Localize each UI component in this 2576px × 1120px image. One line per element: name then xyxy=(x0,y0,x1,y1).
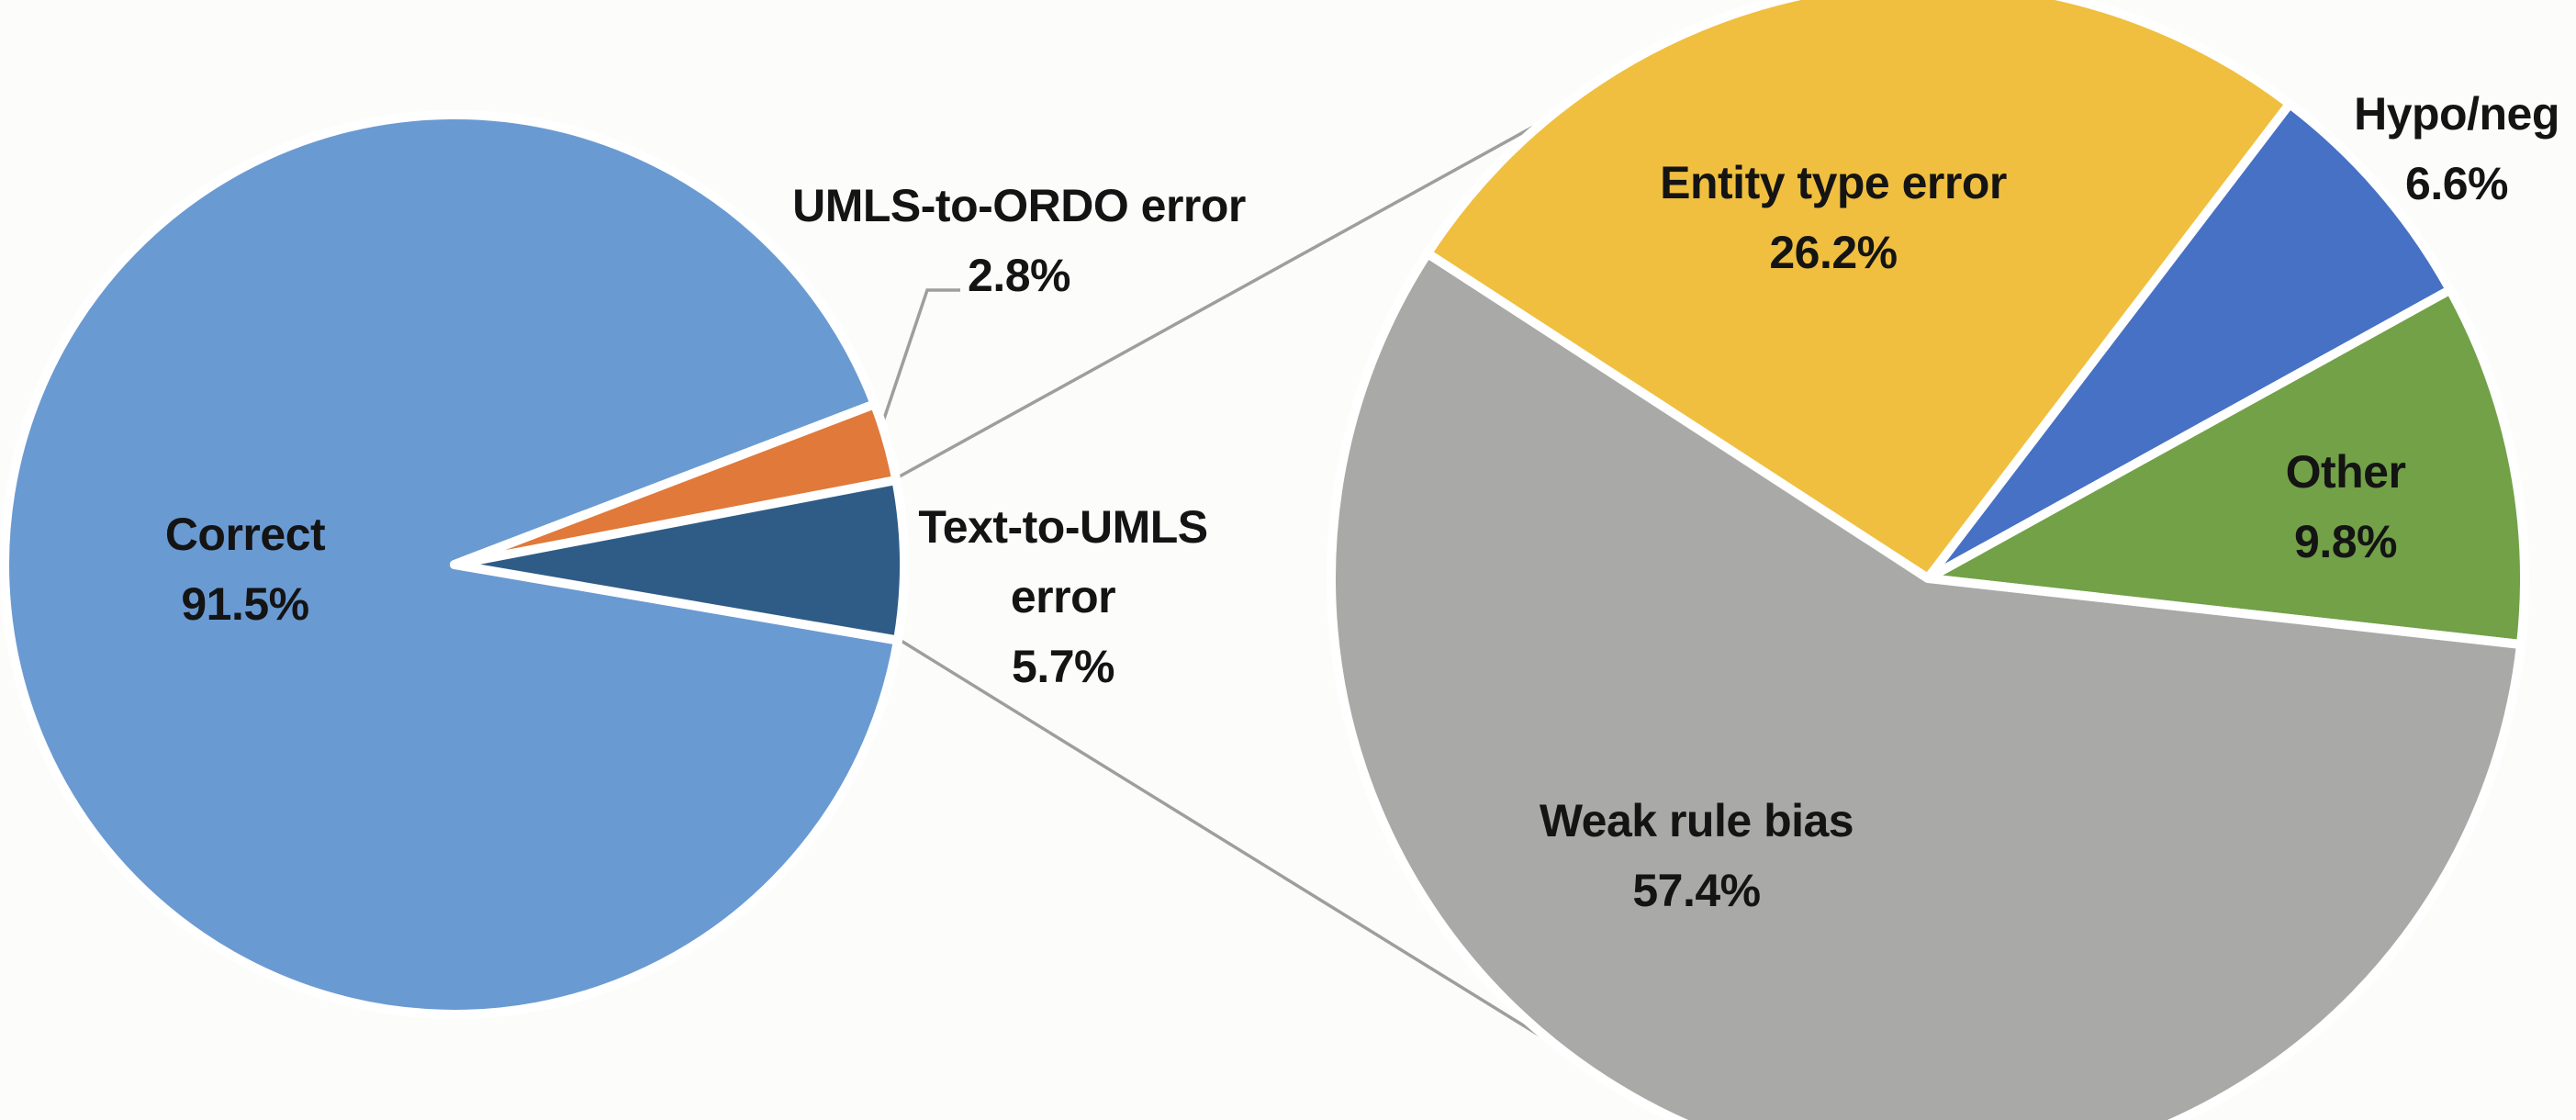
label-weak-rule-bias: Weak rule bias 57.4% xyxy=(1540,786,1854,925)
label-other: Other 9.8% xyxy=(2286,437,2406,577)
label-entity-type-value: 26.2% xyxy=(1769,227,1898,278)
label-other-value: 9.8% xyxy=(2294,516,2397,567)
label-correct-name: Correct xyxy=(164,509,326,560)
series-line-top xyxy=(897,118,1546,479)
pie-slice-entity-type-error xyxy=(1422,0,2295,583)
label-weak-rule-value: 57.4% xyxy=(1632,865,1761,916)
main-pie xyxy=(0,109,909,1019)
pie-slice-hypo-neg xyxy=(1923,99,2455,583)
label-entity-type-error: Entity type error 26.2% xyxy=(1660,148,2007,287)
label-text-to-umls-value: 5.7% xyxy=(1012,641,1114,692)
label-correct: Correct 91.5% xyxy=(164,499,326,639)
label-weak-rule-name: Weak rule bias xyxy=(1539,795,1854,846)
label-correct-value: 91.5% xyxy=(181,578,309,630)
label-hypo-neg-name: Hypo/neg xyxy=(2354,88,2559,140)
label-text-to-umls-error: Text-to-UMLS error 5.7% xyxy=(918,492,1208,701)
pie-slice-weak-rule-bias xyxy=(1327,249,2526,1120)
secondary-pie xyxy=(1327,0,2529,1120)
label-text-to-umls-line1: Text-to-UMLS xyxy=(918,501,1208,553)
label-umls-to-ordo-error: UMLS-to-ORDO error 2.8% xyxy=(792,171,1246,310)
label-hypo-neg: Hypo/neg 6.6% xyxy=(2354,79,2559,218)
label-umls-to-ordo-name: UMLS-to-ORDO error xyxy=(792,180,1246,231)
leader-line-umls-ordo xyxy=(875,288,960,442)
pie-slice-text-to-umls-error xyxy=(450,476,909,645)
label-text-to-umls-line2: error xyxy=(1010,571,1116,622)
pie-slice-other xyxy=(1923,285,2529,649)
label-umls-to-ordo-value: 2.8% xyxy=(968,250,1070,301)
series-line-bottom xyxy=(899,638,1569,1055)
connector-lines xyxy=(875,118,1569,1055)
label-hypo-neg-value: 6.6% xyxy=(2405,158,2508,209)
label-other-name: Other xyxy=(2285,446,2406,498)
label-entity-type-name: Entity type error xyxy=(1660,157,2007,208)
